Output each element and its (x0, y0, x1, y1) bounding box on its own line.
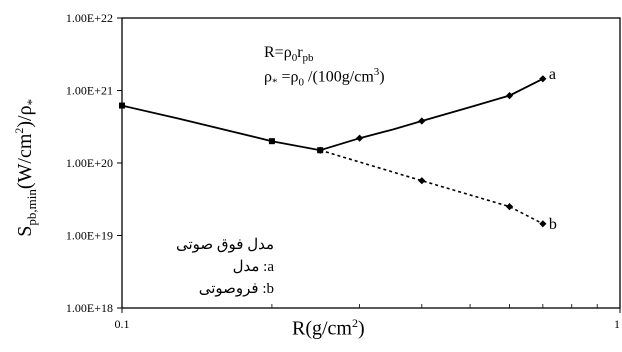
annotation-rho-definition: ρ* =ρ0 /(100g/cm3) (264, 66, 385, 89)
x-axis-label-end: ) (358, 317, 365, 340)
ann1-b: 0 (291, 52, 298, 65)
tick-labels: 1.00E+18 1.00E+19 1.00E+20 1.00E+21 1.00E+22… (66, 11, 620, 331)
legend-title: مدل فوق صوتی (175, 237, 274, 253)
data-point-a (539, 75, 547, 83)
y-tick-label: 1.00E+21 (66, 84, 113, 98)
y-axis-label-star: * (23, 98, 39, 106)
ann1-a: R=ρ (264, 44, 292, 61)
y-tick-label: 1.00E+20 (66, 156, 113, 170)
data-point-b (316, 146, 324, 154)
y-tick-label: 1.00E+18 (66, 301, 113, 315)
series-name-a: a (549, 66, 556, 83)
legend-item-a: a: مدل (232, 259, 274, 275)
ann2-g: ) (379, 68, 385, 86)
x-axis-label: R(g/cm2) (292, 316, 365, 341)
x-tick-label: 0.1 (115, 317, 130, 331)
data-point-a (505, 92, 514, 100)
y-axis-label-end: )/ρ (13, 105, 36, 128)
y-tick-label: 1.00E+22 (66, 11, 113, 25)
data-point-a (356, 134, 364, 142)
ann1-d: pb (302, 52, 314, 65)
series-line-a (121, 77, 544, 152)
y-axis-label-sup: 2 (12, 127, 27, 134)
legend: مدل فوق صوتی a: مدل b: فروصوتی (124, 234, 274, 300)
ann2-a: ρ (264, 68, 272, 86)
data-point-a (119, 102, 125, 109)
series-lines (121, 77, 544, 225)
series-names: ab (549, 66, 557, 233)
series-line-b (319, 149, 544, 225)
y-axis-label: Spb,min(W/cm2)/ρ* (12, 68, 40, 268)
data-point-b (505, 203, 514, 211)
ann2-d: 0 (298, 76, 305, 89)
y-axis-label-mid: (W/cm (13, 133, 36, 190)
x-tick-label: 1 (614, 317, 620, 331)
ann2-e: /(100g/cm (304, 68, 374, 86)
data-markers (119, 75, 547, 228)
data-point-b (539, 220, 547, 228)
y-axis-label-sub: pb,min (23, 189, 39, 226)
series-name-b: b (549, 216, 557, 233)
legend-item-b: b: فروصوتی (198, 281, 274, 297)
axes (117, 17, 621, 313)
data-point-a (268, 138, 275, 145)
data-point-b (418, 177, 426, 185)
ann2-b: * (271, 76, 278, 89)
x-axis-label-main: R(g/cm (292, 317, 352, 340)
annotation-r-definition: R=ρ0rpb (264, 44, 314, 64)
ann2-c: =ρ (277, 68, 299, 86)
ann2-f: 3 (373, 66, 380, 78)
y-axis-label-main: S (13, 225, 36, 237)
x-axis-label-sup: 2 (352, 316, 358, 330)
ann1-c: r (297, 44, 303, 61)
y-tick-label: 1.00E+19 (66, 229, 113, 243)
data-point-a (418, 117, 426, 125)
